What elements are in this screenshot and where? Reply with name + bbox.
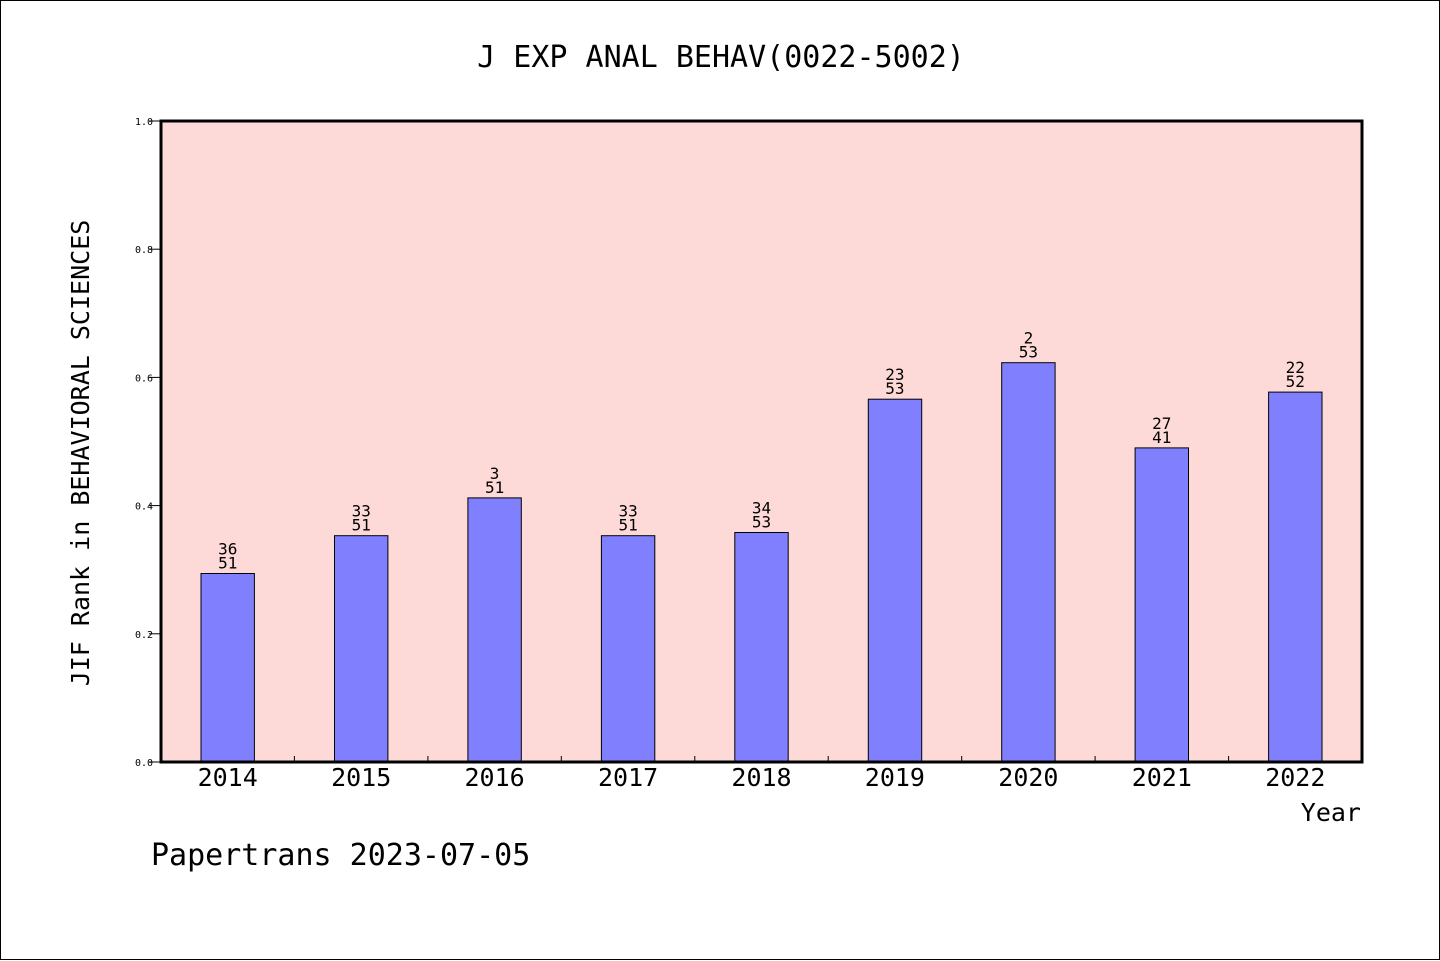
chart-title: J EXP ANAL BEHAV(0022-5002) [477, 40, 965, 75]
bar-rank-label-2019: 23 [885, 365, 904, 384]
bar-2017 [600, 535, 656, 763]
bar-2020 [1001, 362, 1056, 763]
bar-rank-label-2022: 22 [1286, 358, 1305, 377]
bar-total-label-2015: 51 [352, 516, 371, 535]
bar-2022 [1268, 391, 1323, 763]
bar-total-label-2022: 52 [1286, 372, 1305, 391]
x-axis-ticks: 2014 2015 2016 2017 2018 2019 2020 2021 2022 [198, 756, 1325, 792]
y-axis-ticks: 0.0 0.2 0.4 0.6 0.8 1.0 [135, 117, 161, 769]
bar-rank-label-2015: 33 [352, 502, 371, 521]
x-tick-label-2014: 2014 [198, 763, 258, 792]
bar-rank-label-2016: 3 [490, 464, 500, 483]
y-tick-label-1.0: 1.0 [135, 117, 153, 128]
bar-2015 [334, 535, 389, 763]
bar-2021 [1134, 447, 1189, 763]
bar-2016 [467, 497, 522, 763]
bar-rank-label-2020: 2 [1024, 329, 1034, 348]
y-tick-label-0.8: 0.8 [135, 245, 153, 256]
bar-total-label-2021: 41 [1152, 428, 1171, 447]
bar-2019 [867, 398, 923, 763]
x-axis-label: Year [1301, 798, 1361, 827]
x-tick-label-2015: 2015 [331, 763, 391, 792]
bar-total-label-2020: 53 [1019, 343, 1038, 362]
x-tick-label-2022: 2022 [1265, 763, 1325, 792]
bar-rank-label-2021: 27 [1152, 414, 1171, 433]
bar-2014 [200, 573, 255, 763]
x-tick-label-2021: 2021 [1132, 763, 1192, 792]
bar-rank-label-2014: 36 [218, 540, 237, 559]
x-tick-label-2020: 2020 [998, 763, 1058, 792]
x-tick-label-2018: 2018 [731, 763, 791, 792]
bar-rank-label-2018: 34 [752, 499, 771, 518]
x-tick-label-2017: 2017 [598, 763, 658, 792]
x-tick-label-2016: 2016 [464, 763, 524, 792]
bars-group [200, 362, 1323, 763]
y-tick-label-0.6: 0.6 [135, 373, 153, 384]
x-tick-label-2019: 2019 [865, 763, 925, 792]
plot-border [159, 119, 1364, 764]
footer-credit: Papertrans 2023-07-05 [151, 838, 530, 873]
bar-rank-label-2017: 33 [618, 502, 637, 521]
bar-total-label-2016: 51 [485, 478, 504, 497]
bar-total-label-2014: 51 [218, 554, 237, 573]
bar-2018 [734, 532, 789, 763]
bar-total-label-2019: 53 [885, 379, 904, 398]
y-axis-label: JIF Rank in BEHAVIORAL SCIENCES [66, 220, 95, 687]
bar-total-label-2018: 53 [752, 513, 771, 532]
y-tick-label-0.4: 0.4 [135, 502, 153, 513]
bar-total-label-2017: 51 [618, 516, 637, 535]
y-tick-label-0.0: 0.0 [135, 758, 153, 769]
y-tick-label-0.2: 0.2 [135, 630, 153, 641]
